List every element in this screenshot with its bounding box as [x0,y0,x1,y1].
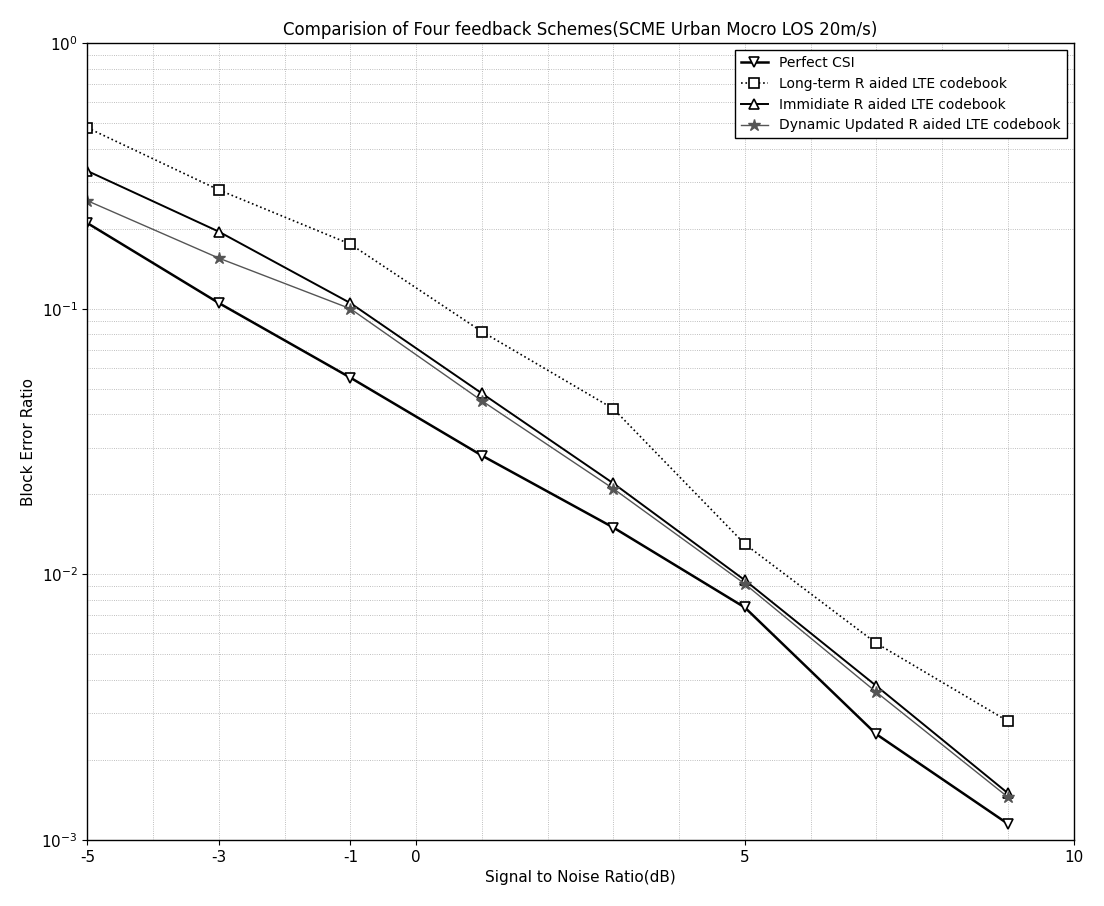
Dynamic Updated R aided LTE codebook [739,579,752,590]
Line: Perfect CSI: Perfect CSI [83,218,1012,829]
Immidiate R aided LTE codebook [739,574,752,585]
Long-term R aided LTE codebook [476,326,489,337]
Dynamic Updated R aided LTE codebook [870,687,883,698]
Title: Comparision of Four feedback Schemes(SCME Urban Mocro LOS 20m/s): Comparision of Four feedback Schemes(SCM… [284,21,878,39]
Perfect CSI [343,372,357,383]
Perfect CSI [870,728,883,739]
Line: Long-term R aided LTE codebook: Long-term R aided LTE codebook [83,123,1012,726]
Long-term R aided LTE codebook [739,539,752,550]
Long-term R aided LTE codebook [343,239,357,250]
Perfect CSI [476,450,489,461]
Perfect CSI [1001,818,1015,829]
Immidiate R aided LTE codebook [870,680,883,691]
Dynamic Updated R aided LTE codebook [343,304,357,314]
Perfect CSI [739,602,752,613]
Immidiate R aided LTE codebook [1001,787,1015,798]
Line: Dynamic Updated R aided LTE codebook: Dynamic Updated R aided LTE codebook [82,195,1015,804]
Perfect CSI [607,522,620,533]
Perfect CSI [212,298,225,309]
Immidiate R aided LTE codebook [343,298,357,309]
Y-axis label: Block Error Ratio: Block Error Ratio [21,378,35,506]
Dynamic Updated R aided LTE codebook [607,483,620,494]
Immidiate R aided LTE codebook [81,166,94,177]
Long-term R aided LTE codebook [870,638,883,649]
Immidiate R aided LTE codebook [607,478,620,489]
Legend: Perfect CSI, Long-term R aided LTE codebook, Immidiate R aided LTE codebook, Dyn: Perfect CSI, Long-term R aided LTE codeb… [735,50,1066,138]
Dynamic Updated R aided LTE codebook [212,253,225,264]
Long-term R aided LTE codebook [81,122,94,133]
Immidiate R aided LTE codebook [212,226,225,237]
Immidiate R aided LTE codebook [476,388,489,399]
X-axis label: Signal to Noise Ratio(dB): Signal to Noise Ratio(dB) [485,870,676,885]
Line: Immidiate R aided LTE codebook: Immidiate R aided LTE codebook [83,166,1012,798]
Dynamic Updated R aided LTE codebook [476,395,489,406]
Dynamic Updated R aided LTE codebook [81,196,94,207]
Long-term R aided LTE codebook [212,185,225,196]
Perfect CSI [81,217,94,228]
Dynamic Updated R aided LTE codebook [1001,792,1015,803]
Long-term R aided LTE codebook [607,403,620,414]
Long-term R aided LTE codebook [1001,716,1015,727]
